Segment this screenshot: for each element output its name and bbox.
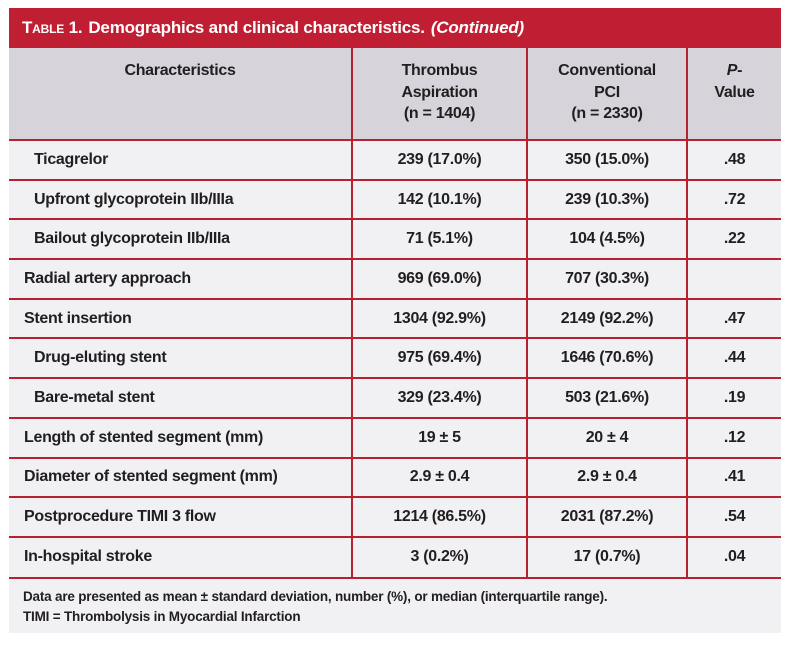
conventional-value: 2149 (92.2%) [526, 297, 687, 339]
table-footnote: Data are presented as mean ± standard de… [9, 576, 781, 633]
table-row: Ticagrelor 239 (17.0%) 350 (15.0%) .48 [9, 139, 781, 180]
table-row: Bare-metal stent 329 (23.4%) 503 (21.6%)… [9, 377, 781, 418]
p-value: .04 [686, 535, 781, 577]
table-row: Diameter of stented segment (mm) 2.9 ± 0… [9, 456, 781, 498]
table-1-card: Table 1. Demographics and clinical chara… [9, 8, 781, 633]
row-label: Diameter of stented segment (mm) [9, 456, 352, 498]
table-row: In-hospital stroke 3 (0.2%) 17 (0.7%) .0… [9, 535, 781, 577]
conventional-value: 2.9 ± 0.4 [526, 456, 687, 498]
row-label: Postprocedure TIMI 3 flow [9, 496, 352, 537]
table-row: Postprocedure TIMI 3 flow 1214 (86.5%) 2… [9, 496, 781, 537]
thrombus-value: 1214 (86.5%) [351, 496, 527, 537]
row-label: Ticagrelor [9, 139, 352, 180]
conventional-value: 239 (10.3%) [526, 178, 687, 220]
thrombus-value: 19 ± 5 [351, 416, 527, 458]
conventional-value: 2031 (87.2%) [526, 496, 687, 537]
table-title-continued: (Continued) [430, 18, 524, 37]
thrombus-value: 2.9 ± 0.4 [351, 456, 527, 498]
row-label: Upfront glycoprotein IIb/IIIa [9, 178, 352, 220]
p-value: .22 [686, 218, 781, 260]
table-title-bar: Table 1. Demographics and clinical chara… [9, 8, 781, 48]
p-value: .12 [686, 416, 781, 458]
column-header-thrombus-label: Thrombus Aspiration (n = 1404) [401, 62, 478, 123]
row-label: Radial artery approach [9, 258, 352, 299]
table-number: Table 1. [22, 18, 83, 37]
table-row: Upfront glycoprotein IIb/IIIa 142 (10.1%… [9, 178, 781, 220]
row-label: Stent insertion [9, 297, 352, 339]
p-value: .54 [686, 496, 781, 537]
p-hyphen: - [737, 62, 743, 79]
row-label: Bailout glycoprotein IIb/IIIa [9, 218, 352, 260]
p-value: .44 [686, 337, 781, 379]
conventional-value: 1646 (70.6%) [526, 337, 687, 379]
demographics-table: Characteristics Thrombus Aspiration (n =… [9, 48, 781, 577]
p-value: .41 [686, 456, 781, 498]
column-header-characteristics: Characteristics [9, 48, 352, 140]
conventional-value: 707 (30.3%) [526, 258, 687, 299]
table-row: Bailout glycoprotein IIb/IIIa 71 (5.1%) … [9, 218, 781, 260]
footnote-line-timi-abbreviation: TIMI = Thrombolysis in Myocardial Infarc… [23, 608, 301, 624]
p-value-line2: Value [714, 83, 755, 101]
table-row: Drug-eluting stent 975 (69.4%) 1646 (70.… [9, 337, 781, 379]
p-value: .48 [686, 139, 781, 180]
row-label: In-hospital stroke [9, 535, 352, 577]
footnote-line-data-presentation: Data are presented as mean ± standard de… [23, 588, 608, 604]
thrombus-value: 3 (0.2%) [351, 535, 527, 577]
thrombus-value: 71 (5.1%) [351, 218, 527, 260]
column-header-conventional-pci: Conventional PCI (n = 2330) [526, 48, 687, 140]
conventional-value: 20 ± 4 [526, 416, 687, 458]
p-value: .72 [686, 178, 781, 220]
conventional-value: 17 (0.7%) [526, 535, 687, 577]
column-header-conventional-label: Conventional PCI (n = 2330) [558, 62, 656, 123]
table-row: Stent insertion 1304 (92.9%) 2149 (92.2%… [9, 297, 781, 339]
thrombus-value: 329 (23.4%) [351, 377, 527, 418]
p-value-line1: P- [689, 60, 780, 82]
conventional-value: 503 (21.6%) [526, 377, 687, 418]
thrombus-value: 969 (69.0%) [351, 258, 527, 299]
thrombus-value: 239 (17.0%) [351, 139, 527, 180]
table-title: Demographics and clinical characteristic… [88, 18, 425, 37]
p-value: .47 [686, 297, 781, 339]
row-label: Length of stented segment (mm) [9, 416, 352, 458]
thrombus-value: 142 (10.1%) [351, 178, 527, 220]
p-italic: P [726, 62, 738, 79]
thrombus-value: 975 (69.4%) [351, 337, 527, 379]
table-row: Radial artery approach 969 (69.0%) 707 (… [9, 258, 781, 299]
conventional-value: 104 (4.5%) [526, 218, 687, 260]
thrombus-value: 1304 (92.9%) [351, 297, 527, 339]
conventional-value: 350 (15.0%) [526, 139, 687, 180]
p-value [686, 258, 781, 299]
p-value: .19 [686, 377, 781, 418]
row-label: Drug-eluting stent [9, 337, 352, 379]
column-header-p-value: P- Value [686, 48, 781, 140]
table-row: Length of stented segment (mm) 19 ± 5 20… [9, 416, 781, 458]
row-label: Bare-metal stent [9, 377, 352, 418]
header-row: Characteristics Thrombus Aspiration (n =… [9, 48, 781, 140]
column-header-thrombus-aspiration: Thrombus Aspiration (n = 1404) [351, 48, 527, 140]
